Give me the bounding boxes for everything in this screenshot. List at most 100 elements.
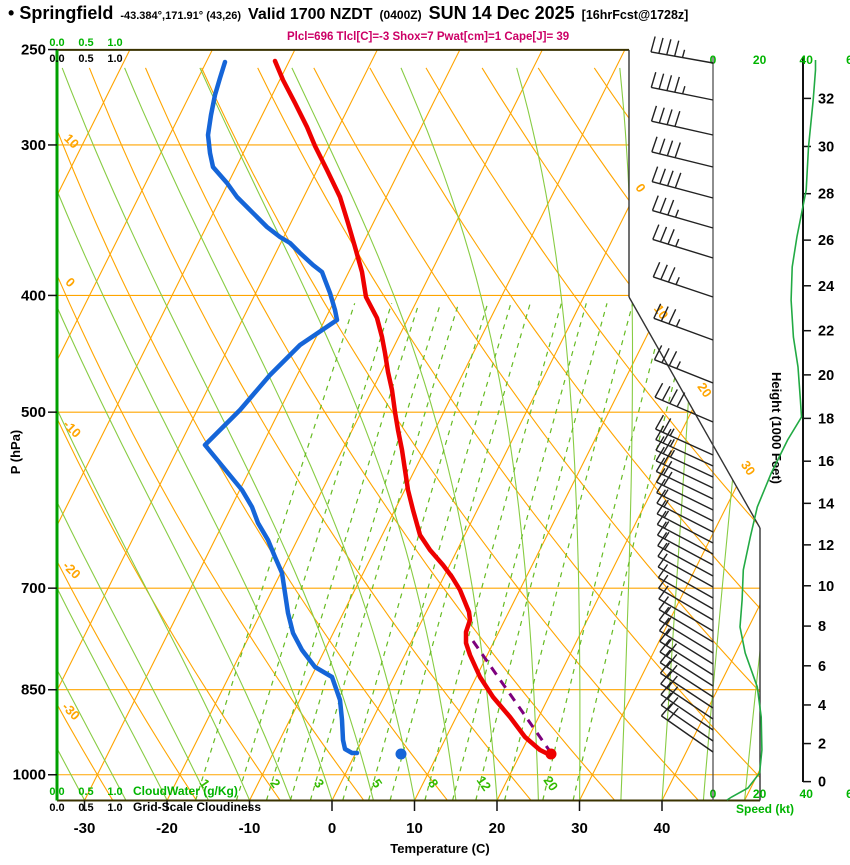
wind-barb [654, 345, 713, 383]
isotherm-line [85, 50, 460, 801]
wind-barb-full-tick [652, 137, 657, 152]
temperature-tick-label: 20 [489, 820, 506, 837]
pressure-tick-label: 300 [21, 137, 46, 154]
height-tick-label: 10 [818, 579, 834, 595]
wind-barb-shaft [653, 277, 713, 297]
wind-barb-full-tick [675, 143, 680, 158]
height-tick-label: 12 [818, 538, 834, 554]
wind-barb-full-tick [660, 227, 666, 242]
wind-barb-shaft [653, 239, 713, 258]
wind-barb-full-tick [660, 650, 670, 663]
wind-barb-full-tick [668, 171, 673, 186]
moist-adiabat-line [0, 68, 2, 800]
cloudiness-scale-label-top: 1.0 [107, 53, 122, 65]
dry-adiabat-line [819, 68, 850, 800]
wind-barb-full-tick [675, 77, 680, 92]
cloudwater-scale-label-bottom: 0.0 [49, 786, 64, 798]
moist-adiabat-line [703, 68, 772, 800]
wind-barb [653, 225, 713, 258]
cloudwater-scale-label-top: 1.0 [107, 37, 122, 49]
sounding-traces [205, 61, 557, 760]
wind-barb-half-tick [677, 361, 681, 368]
cloudiness-scale-label-bottom: 0.5 [78, 802, 93, 814]
mixing-ratio-label: 20 [541, 773, 562, 793]
wind-barb-half-tick [683, 86, 685, 94]
height-tick-label: 20 [818, 368, 834, 384]
mixing-ratio-line [236, 303, 391, 800]
speed-scale-label-bottom: 20 [753, 787, 767, 801]
speed-scale-label-top: 40 [800, 53, 814, 67]
grid-lines [0, 50, 850, 801]
wind-barb-half-tick [676, 239, 679, 246]
height-tick-label: 8 [818, 619, 826, 635]
wind-barb-full-tick [661, 265, 667, 280]
height-axis-title: Height (1000 Feet) [769, 372, 784, 484]
dry-adiabat-line [33, 68, 447, 800]
isotherm-label: 0 [632, 181, 648, 196]
height-tick-label: 22 [818, 324, 834, 340]
wind-barb [651, 36, 713, 63]
parcel-path [473, 641, 549, 750]
cloudiness-axis-title: Grid-Scale Cloudiness [133, 800, 261, 814]
cloudwater-scale-label-top: 0.0 [49, 37, 64, 49]
wind-barb-full-tick [660, 169, 665, 184]
cloudiness-scale-label-bottom: 1.0 [107, 802, 122, 814]
wind-barb-full-tick [660, 198, 666, 213]
wind-barb-full-tick [653, 262, 659, 277]
mixing-ratio-line [425, 303, 562, 800]
wind-barb-full-tick [668, 708, 678, 720]
cloudwater-axis-title: CloudWater (g/Kg) [133, 784, 238, 798]
wind-barb-shaft [651, 87, 713, 100]
wind-barb [653, 262, 713, 297]
wind-barb-full-tick [660, 139, 665, 154]
dry-adiabat-line [594, 68, 850, 800]
dry-adiabat-label: -30 [59, 699, 83, 723]
moist-adiabat-line [200, 68, 456, 800]
height-tick-label: 2 [818, 737, 826, 753]
wind-barb [652, 167, 713, 198]
dry-adiabat-line [202, 68, 699, 800]
wind-barb-full-tick [653, 225, 659, 240]
temperature-tick-label: 10 [406, 820, 423, 837]
wind-barb-full-tick [668, 267, 674, 282]
mixing-ratio-line [476, 303, 607, 800]
wind-barb-full-tick [661, 693, 671, 705]
wind-barb [652, 196, 713, 228]
wind-barb-shaft [660, 641, 713, 675]
wind-barb-full-tick [668, 229, 674, 244]
wind-barb-full-tick [655, 383, 663, 397]
wind-barb-full-tick [669, 351, 676, 365]
wind-barb-shaft [661, 695, 713, 730]
temperature-tick-label: -10 [239, 820, 261, 837]
surface-dewpoint-dot [396, 749, 407, 760]
height-tick-label: 26 [818, 233, 834, 249]
speed-scale-label-top: 60 [846, 53, 850, 67]
temperature-trace [275, 61, 548, 754]
wind-barb-full-tick [667, 141, 672, 156]
wind-barb-full-tick [651, 72, 656, 87]
wind-barb-shaft [654, 360, 713, 383]
height-tick-label: 32 [818, 91, 834, 107]
cloudiness-scale-label-top: 0.5 [78, 53, 93, 65]
temperature-tick-label: 0 [328, 820, 336, 837]
wind-barb-full-tick [667, 75, 672, 90]
grid-dry-adiabats [0, 68, 850, 800]
dry-adiabat-label: 0 [63, 274, 79, 290]
wind-barb-full-tick [667, 665, 677, 678]
speed-scale-label-bottom: 40 [800, 787, 814, 801]
surface-temperature-dot [546, 749, 557, 760]
dry-adiabat-label: -10 [60, 417, 84, 441]
wind-barb-half-tick [682, 50, 684, 58]
wind-barb-shaft [652, 211, 713, 228]
wind-barbs [651, 36, 713, 800]
height-tick-label: 4 [818, 698, 826, 714]
plot-border [57, 50, 760, 801]
wind-barb-shaft [651, 52, 713, 63]
cloudwater-scale-label-bottom: 1.0 [107, 786, 122, 798]
speed-scale-label-top: 20 [753, 53, 767, 67]
wind-barb-full-tick [651, 36, 655, 51]
height-tick-label: 18 [818, 411, 834, 427]
